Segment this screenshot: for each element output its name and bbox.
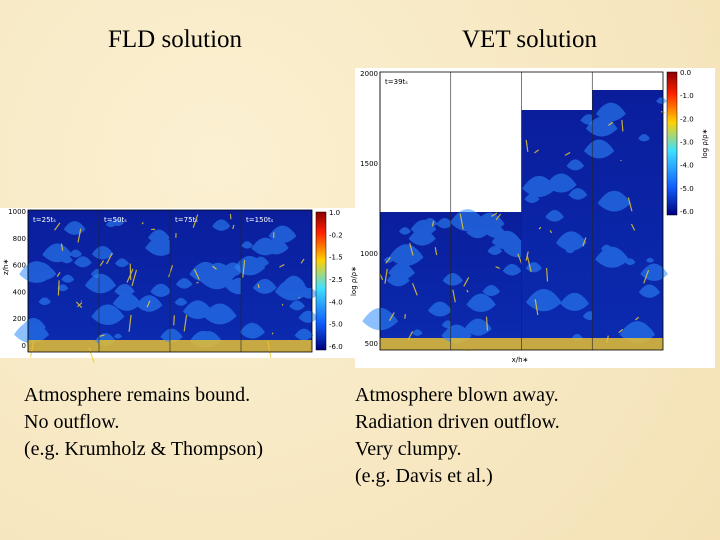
y-tick-label: 500 bbox=[365, 340, 378, 348]
panel-label: t=75tₛ bbox=[175, 216, 198, 224]
note: Very clumpy. bbox=[355, 438, 462, 460]
y-axis-label: z/h∗ bbox=[2, 259, 10, 275]
note: (e.g. Krumholz & Thompson) bbox=[24, 438, 264, 460]
dense-layer bbox=[380, 338, 451, 350]
panel-label: t=50tₛ bbox=[104, 216, 127, 224]
filament bbox=[379, 221, 438, 341]
colorbar-tick-label: -4.0 bbox=[680, 162, 694, 170]
panel-label: t=115tₛ bbox=[527, 78, 555, 86]
colorbar-tick-label: -4.0 bbox=[329, 298, 343, 306]
turbulence bbox=[84, 218, 177, 347]
colorbar-tick-label: -5.0 bbox=[329, 321, 343, 329]
dense-layer bbox=[241, 340, 312, 352]
dense-layer bbox=[450, 338, 522, 350]
colorbar-tick-label: -1.0 bbox=[680, 92, 694, 100]
y-tick-label: 400 bbox=[13, 288, 26, 296]
panel-label: t=150tₛ bbox=[246, 216, 274, 224]
panel-label: t=25tₛ bbox=[33, 216, 56, 224]
panel-label: t=155tₛ bbox=[597, 78, 625, 86]
colorbar-tick-label: -1.5 bbox=[329, 254, 343, 262]
x-axis-label: x/h∗ bbox=[512, 356, 529, 364]
turbulence bbox=[13, 221, 106, 344]
notes: Atmosphere remains bound. No outflow. (e.g… bbox=[24, 382, 263, 463]
dense-layer bbox=[592, 338, 663, 350]
colorbar-tick-label: 1.0 bbox=[329, 209, 340, 217]
colorbar-tick-label: -3.0 bbox=[680, 139, 694, 147]
note: (e.g. Davis et al.) bbox=[355, 465, 493, 487]
turbulence bbox=[522, 114, 598, 341]
colorbar-tick-label: -2.0 bbox=[680, 115, 694, 123]
colorbar-tick-label: -2.5 bbox=[329, 276, 343, 284]
heading: VET solution bbox=[462, 26, 597, 53]
panel-label: t=39tₛ bbox=[385, 78, 408, 86]
colorbar-tick-label: 0.0 bbox=[680, 69, 691, 77]
colorbar-label: log ρ/ρ∗ bbox=[350, 266, 358, 296]
note: Atmosphere remains bound. bbox=[24, 384, 251, 406]
y-tick-label: 600 bbox=[13, 262, 26, 270]
colorbar-label: log ρ/ρ∗ bbox=[701, 128, 709, 158]
plot-frame bbox=[27, 209, 313, 353]
turbulence bbox=[362, 218, 455, 336]
turbulence bbox=[234, 225, 318, 341]
dense-layer bbox=[170, 340, 241, 352]
note: Radiation driven outflow. bbox=[355, 411, 560, 433]
y-tick-label: 1000 bbox=[360, 250, 378, 258]
note: No outflow. bbox=[24, 411, 120, 433]
dense-layer bbox=[521, 338, 593, 350]
colorbar bbox=[315, 211, 327, 351]
filament bbox=[99, 221, 156, 337]
heading: FLD solution bbox=[108, 26, 243, 53]
y-tick-label: 200 bbox=[13, 315, 26, 323]
colorbar-tick-label: -6.0 bbox=[680, 208, 694, 216]
panel-gas bbox=[521, 110, 593, 350]
panel-label: t=78tₛ bbox=[456, 78, 479, 86]
filament bbox=[525, 139, 587, 316]
y-tick-label: 800 bbox=[13, 235, 26, 243]
filament bbox=[168, 214, 235, 332]
turbulence bbox=[441, 209, 532, 344]
y-tick-label: 1500 bbox=[360, 160, 378, 168]
dense-layer bbox=[28, 340, 99, 352]
y-tick-label: 1000 bbox=[8, 208, 26, 216]
y-tick-label: 2000 bbox=[360, 70, 378, 78]
colorbar-tick-label: -6.0 bbox=[329, 343, 343, 351]
colorbar bbox=[666, 71, 678, 216]
turbulence bbox=[160, 219, 253, 348]
colorbar-tick-label: -5.0 bbox=[680, 185, 694, 193]
plot-frame bbox=[379, 71, 664, 351]
y-tick-label: 0 bbox=[22, 342, 26, 350]
note: Atmosphere blown away. bbox=[355, 384, 559, 406]
dense-layer bbox=[99, 340, 170, 352]
colorbar-tick-label: -0.2 bbox=[329, 231, 343, 239]
notes: Atmosphere blown away. Radiation driven o… bbox=[355, 382, 560, 490]
